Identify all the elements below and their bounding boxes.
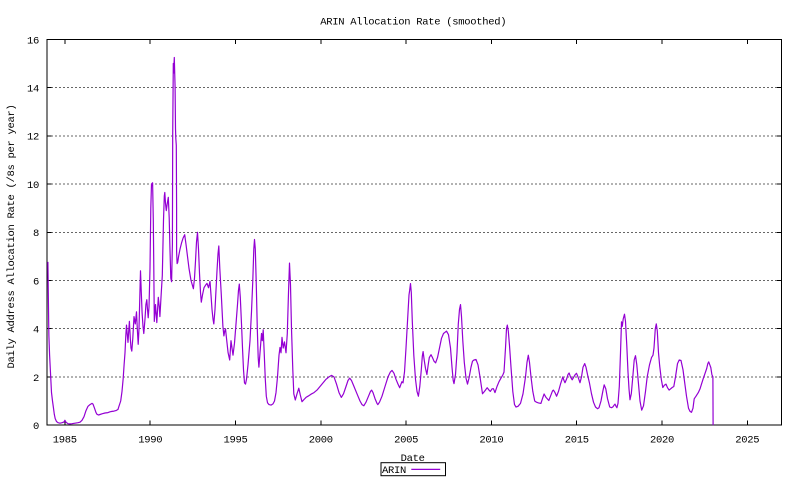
svg-text:ARIN: ARIN <box>382 465 406 477</box>
svg-text:2: 2 <box>33 373 39 385</box>
svg-text:16: 16 <box>27 35 39 47</box>
svg-text:14: 14 <box>27 84 39 96</box>
svg-text:12: 12 <box>27 132 39 144</box>
svg-text:6: 6 <box>33 276 39 288</box>
svg-text:1990: 1990 <box>138 435 162 447</box>
svg-text:2010: 2010 <box>479 435 503 447</box>
svg-text:0: 0 <box>33 421 39 433</box>
svg-text:2005: 2005 <box>394 435 418 447</box>
svg-text:1995: 1995 <box>223 435 247 447</box>
svg-text:10: 10 <box>27 180 39 192</box>
svg-text:2020: 2020 <box>650 435 674 447</box>
svg-text:ARIN Allocation Rate (smoothed: ARIN Allocation Rate (smoothed) <box>320 17 506 29</box>
svg-text:2025: 2025 <box>735 435 759 447</box>
svg-text:2015: 2015 <box>565 435 589 447</box>
svg-text:4: 4 <box>33 325 39 337</box>
svg-text:8: 8 <box>33 228 39 240</box>
svg-text:Daily Address Allocation Rate: Daily Address Allocation Rate (/8s per y… <box>6 104 18 368</box>
svg-text:1985: 1985 <box>53 435 77 447</box>
svg-text:2000: 2000 <box>309 435 333 447</box>
